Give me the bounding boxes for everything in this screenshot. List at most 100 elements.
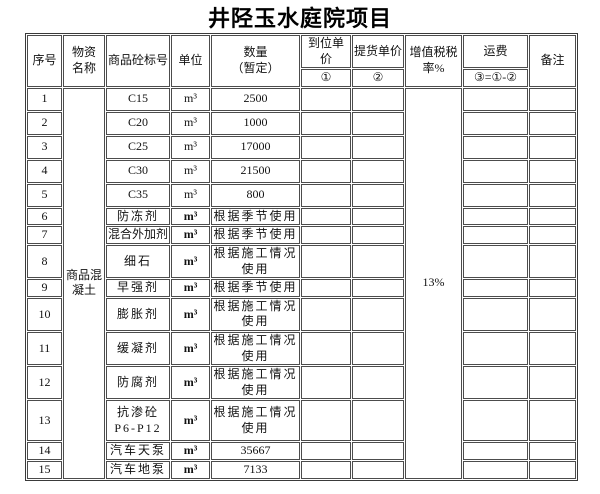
header-concrete-grade: 商品砼标号 [106,35,170,87]
freight-cell [463,279,528,297]
concrete-grade-cell: 混合外加剂 [106,226,170,244]
concrete-grade-cell: C35 [106,183,170,207]
table-row: 13 抗渗砼 P6-P12 m³ 根据施工情况 使用 [27,400,576,442]
pickup-unit-price-cell [352,366,404,400]
quantity-cell: 根据施工情况 使用 [211,244,300,279]
header-pickup-sub-2: ② [352,69,404,87]
header-pickup-unit-price: 提货单价 [352,35,404,69]
remark-cell [529,135,576,159]
header-vat-rate: 增值税税 率% [405,35,462,87]
arrival-unit-price-cell [301,366,351,400]
seq-cell: 10 [27,297,62,331]
seq-cell: 14 [27,442,62,460]
seq-cell: 15 [27,460,62,479]
unit-cell: m³ [171,183,210,207]
quantity-cell: 1000 [211,111,300,135]
remark-cell [529,159,576,183]
concrete-grade-cell: 抗渗砼 P6-P12 [106,400,170,442]
pickup-unit-price-cell [352,111,404,135]
arrival-unit-price-cell [301,442,351,460]
seq-cell: 11 [27,331,62,366]
quantity-cell: 根据季节使用 [211,226,300,244]
seq-cell: 13 [27,400,62,442]
quantity-cell: 根据施工情况 使用 [211,331,300,366]
unit-cell: m³ [171,331,210,366]
table-row: 9 早强剂 m³ 根据季节使用 [27,279,576,297]
seq-cell: 1 [27,87,62,111]
pickup-unit-price-cell [352,279,404,297]
seq-cell: 3 [27,135,62,159]
table-row: 15 汽车地泵 m³ 7133 [27,460,576,479]
table-row: 1 商品混 凝土 C15 m³ 2500 13% [27,87,576,479]
seq-cell: 8 [27,244,62,279]
remark-cell [529,207,576,226]
table-row: 12 防腐剂 m³ 根据施工情况 使用 [27,366,576,400]
freight-cell [463,111,528,135]
table-row: 7 混合外加剂 m³ 根据季节使用 [27,226,576,244]
remark-cell [529,400,576,442]
unit-cell: m³ [171,135,210,159]
seq-cell: 12 [27,366,62,400]
header-row-2: ① ② ③=①-② [27,69,576,87]
unit-cell: m³ [171,87,210,111]
freight-cell [463,442,528,460]
seq-cell: 5 [27,183,62,207]
table-row: 11 缓凝剂 m³ 根据施工情况 使用 [27,331,576,366]
seq-cell: 7 [27,226,62,244]
pickup-unit-price-cell [352,183,404,207]
seq-cell: 2 [27,111,62,135]
table-row: 3 C25 m³ 17000 [27,135,576,159]
pickup-unit-price-cell [352,400,404,442]
freight-cell [463,297,528,331]
table-row: 14 汽车天泵 m³ 35667 [27,442,576,460]
remark-cell [529,111,576,135]
pickup-unit-price-cell [352,159,404,183]
freight-cell [463,244,528,279]
unit-cell: m³ [171,226,210,244]
arrival-unit-price-cell [301,111,351,135]
freight-cell [463,366,528,400]
remark-cell [529,87,576,111]
header-unit: 单位 [171,35,210,87]
unit-cell: m³ [171,400,210,442]
table-row: 6 防冻剂 m³ 根据季节使用 [27,207,576,226]
arrival-unit-price-cell [301,226,351,244]
freight-cell [463,135,528,159]
unit-cell: m³ [171,279,210,297]
material-name-cell: 商品混 凝土 [63,87,105,479]
arrival-unit-price-cell [301,207,351,226]
table-row: 10 膨胀剂 m³ 根据施工情况 使用 [27,297,576,331]
table-row: 2 C20 m³ 1000 [27,111,576,135]
quantity-cell: 7133 [211,460,300,479]
pickup-unit-price-cell [352,226,404,244]
header-arrival-sub-1: ① [301,69,351,87]
unit-cell: m³ [171,460,210,479]
concrete-grade-cell: 早强剂 [106,279,170,297]
arrival-unit-price-cell [301,183,351,207]
quantity-cell: 21500 [211,159,300,183]
remark-cell [529,279,576,297]
freight-cell [463,460,528,479]
quantity-cell: 根据施工情况 使用 [211,297,300,331]
quantity-cell: 根据季节使用 [211,207,300,226]
concrete-grade-cell: C20 [106,111,170,135]
arrival-unit-price-cell [301,244,351,279]
concrete-grade-cell: 汽车地泵 [106,460,170,479]
arrival-unit-price-cell [301,297,351,331]
remark-cell [529,442,576,460]
arrival-unit-price-cell [301,159,351,183]
unit-cell: m³ [171,111,210,135]
concrete-grade-cell: 膨胀剂 [106,297,170,331]
seq-cell: 9 [27,279,62,297]
freight-cell [463,400,528,442]
concrete-grade-cell: 汽车天泵 [106,442,170,460]
concrete-grade-cell: C30 [106,159,170,183]
concrete-grade-cell: 防冻剂 [106,207,170,226]
quantity-cell: 根据施工情况 使用 [211,400,300,442]
unit-cell: m³ [171,297,210,331]
header-row-1: 序号 物资 名称 商品砼标号 单位 数量 （暂定） 到位单价 提货单价 增值税税… [27,35,576,87]
remark-cell [529,226,576,244]
table-row: 4 C30 m³ 21500 [27,159,576,183]
remark-cell [529,244,576,279]
